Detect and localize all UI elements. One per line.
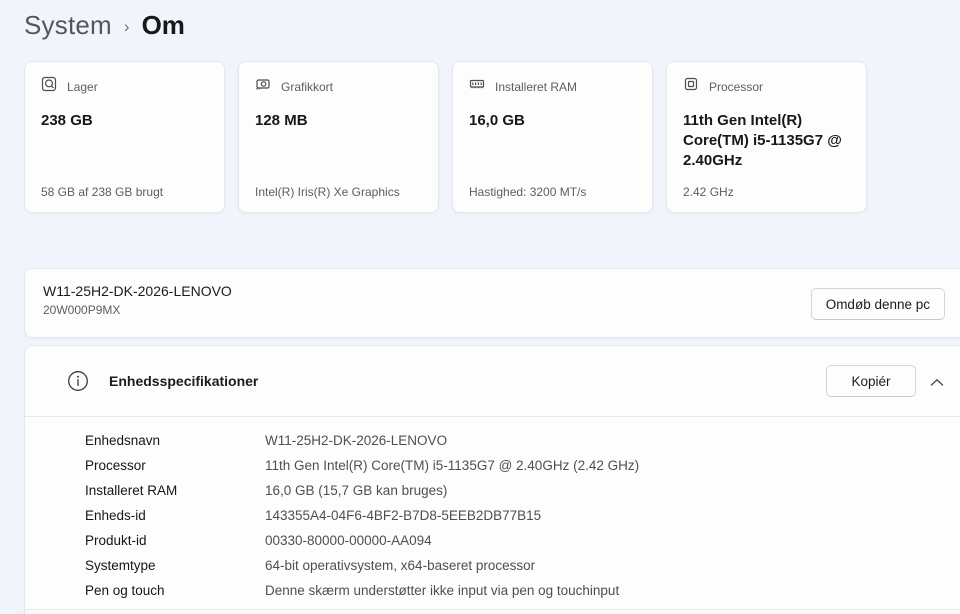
card-label: Installeret RAM xyxy=(495,79,578,94)
card-label: Lager xyxy=(67,79,98,94)
spec-label: Installeret RAM xyxy=(85,483,178,498)
spec-value: 143355A4-04F6-4BF2-B7D8-5EEB2DB77B15 xyxy=(265,508,542,523)
spec-value: 00330-80000-00000-AA094 xyxy=(265,533,432,548)
card-processor: Processor 11th Gen Intel(R) Core(TM) i5-… xyxy=(666,61,867,213)
device-specs-header[interactable]: Enhedsspecifikationer Kopiér xyxy=(25,346,960,416)
card-value: 128 MB xyxy=(255,112,308,129)
gpu-icon xyxy=(255,76,271,97)
spec-label: Processor xyxy=(85,458,146,473)
cpu-icon xyxy=(683,76,699,97)
expander-footer xyxy=(25,609,960,614)
device-name-panel: W11-25H2-DK-2026-LENOVO 20W000P9MX Omdøb… xyxy=(24,268,960,338)
device-name: W11-25H2-DK-2026-LENOVO xyxy=(43,283,232,299)
device-model: 20W000P9MX xyxy=(43,303,121,317)
spec-label: Pen og touch xyxy=(85,583,165,598)
spec-value: 11th Gen Intel(R) Core(TM) i5-1135G7 @ 2… xyxy=(265,458,640,473)
storage-icon xyxy=(41,76,57,97)
card-value: 11th Gen Intel(R) Core(TM) i5-1135G7 @ 2… xyxy=(683,112,842,169)
spec-row-product-id: Produkt-id 00330-80000-00000-AA094 xyxy=(85,528,960,553)
device-specs-panel: Enhedsspecifikationer Kopiér Enhedsnavn … xyxy=(24,345,960,614)
spec-value: Denne skærm understøtter ikke input via … xyxy=(265,583,620,598)
card-footer: 2.42 GHz xyxy=(683,185,734,199)
page-title: Om xyxy=(141,10,185,40)
chevron-up-icon[interactable] xyxy=(928,373,946,391)
spec-value: W11-25H2-DK-2026-LENOVO xyxy=(265,433,448,448)
card-value: 238 GB xyxy=(41,112,93,129)
chevron-right-icon: › xyxy=(123,16,130,36)
rename-pc-button[interactable]: Omdøb denne pc xyxy=(810,288,945,320)
device-specs-list: Enhedsnavn W11-25H2-DK-2026-LENOVO Proce… xyxy=(25,417,960,609)
device-specs-title: Enhedsspecifikationer xyxy=(109,373,259,389)
card-storage: Lager 238 GB 58 GB af 238 GB brugt xyxy=(24,61,225,213)
card-graphics: Grafikkort 128 MB Intel(R) Iris(R) Xe Gr… xyxy=(238,61,439,213)
spec-value: 64-bit operativsystem, x64-baseret proce… xyxy=(265,558,536,573)
spec-row-device-id: Enheds-id 143355A4-04F6-4BF2-B7D8-5EEB2D… xyxy=(85,503,960,528)
divider xyxy=(25,416,960,417)
spec-row-processor: Processor 11th Gen Intel(R) Core(TM) i5-… xyxy=(85,453,960,478)
card-label: Grafikkort xyxy=(281,79,334,94)
card-ram: Installeret RAM 16,0 GB Hastighed: 3200 … xyxy=(452,61,653,213)
spec-label: Systemtype xyxy=(85,558,156,573)
spec-label: Enhedsnavn xyxy=(85,433,161,448)
spec-row-device-name: Enhedsnavn W11-25H2-DK-2026-LENOVO xyxy=(85,428,960,453)
card-footer: 58 GB af 238 GB brugt xyxy=(41,185,164,199)
spec-label: Enheds-id xyxy=(85,508,146,523)
spec-value: 16,0 GB (15,7 GB kan bruges) xyxy=(265,483,448,498)
copy-button[interactable]: Kopiér xyxy=(826,365,916,397)
card-footer: Intel(R) Iris(R) Xe Graphics xyxy=(255,185,400,199)
stat-cards: Lager 238 GB 58 GB af 238 GB brugt Grafi… xyxy=(24,61,867,213)
spec-label: Produkt-id xyxy=(85,533,147,548)
spec-row-system-type: Systemtype 64-bit operativsystem, x64-ba… xyxy=(85,553,960,578)
info-icon xyxy=(67,370,89,397)
breadcrumb-system[interactable]: System xyxy=(24,10,112,40)
card-label: Processor xyxy=(709,79,764,94)
breadcrumb: System › Om xyxy=(24,10,185,41)
card-footer: Hastighed: 3200 MT/s xyxy=(469,185,587,199)
spec-row-pen-touch: Pen og touch Denne skærm understøtter ik… xyxy=(85,578,960,603)
spec-row-ram: Installeret RAM 16,0 GB (15,7 GB kan bru… xyxy=(85,478,960,503)
ram-icon xyxy=(469,76,485,97)
card-value: 16,0 GB xyxy=(469,112,525,129)
